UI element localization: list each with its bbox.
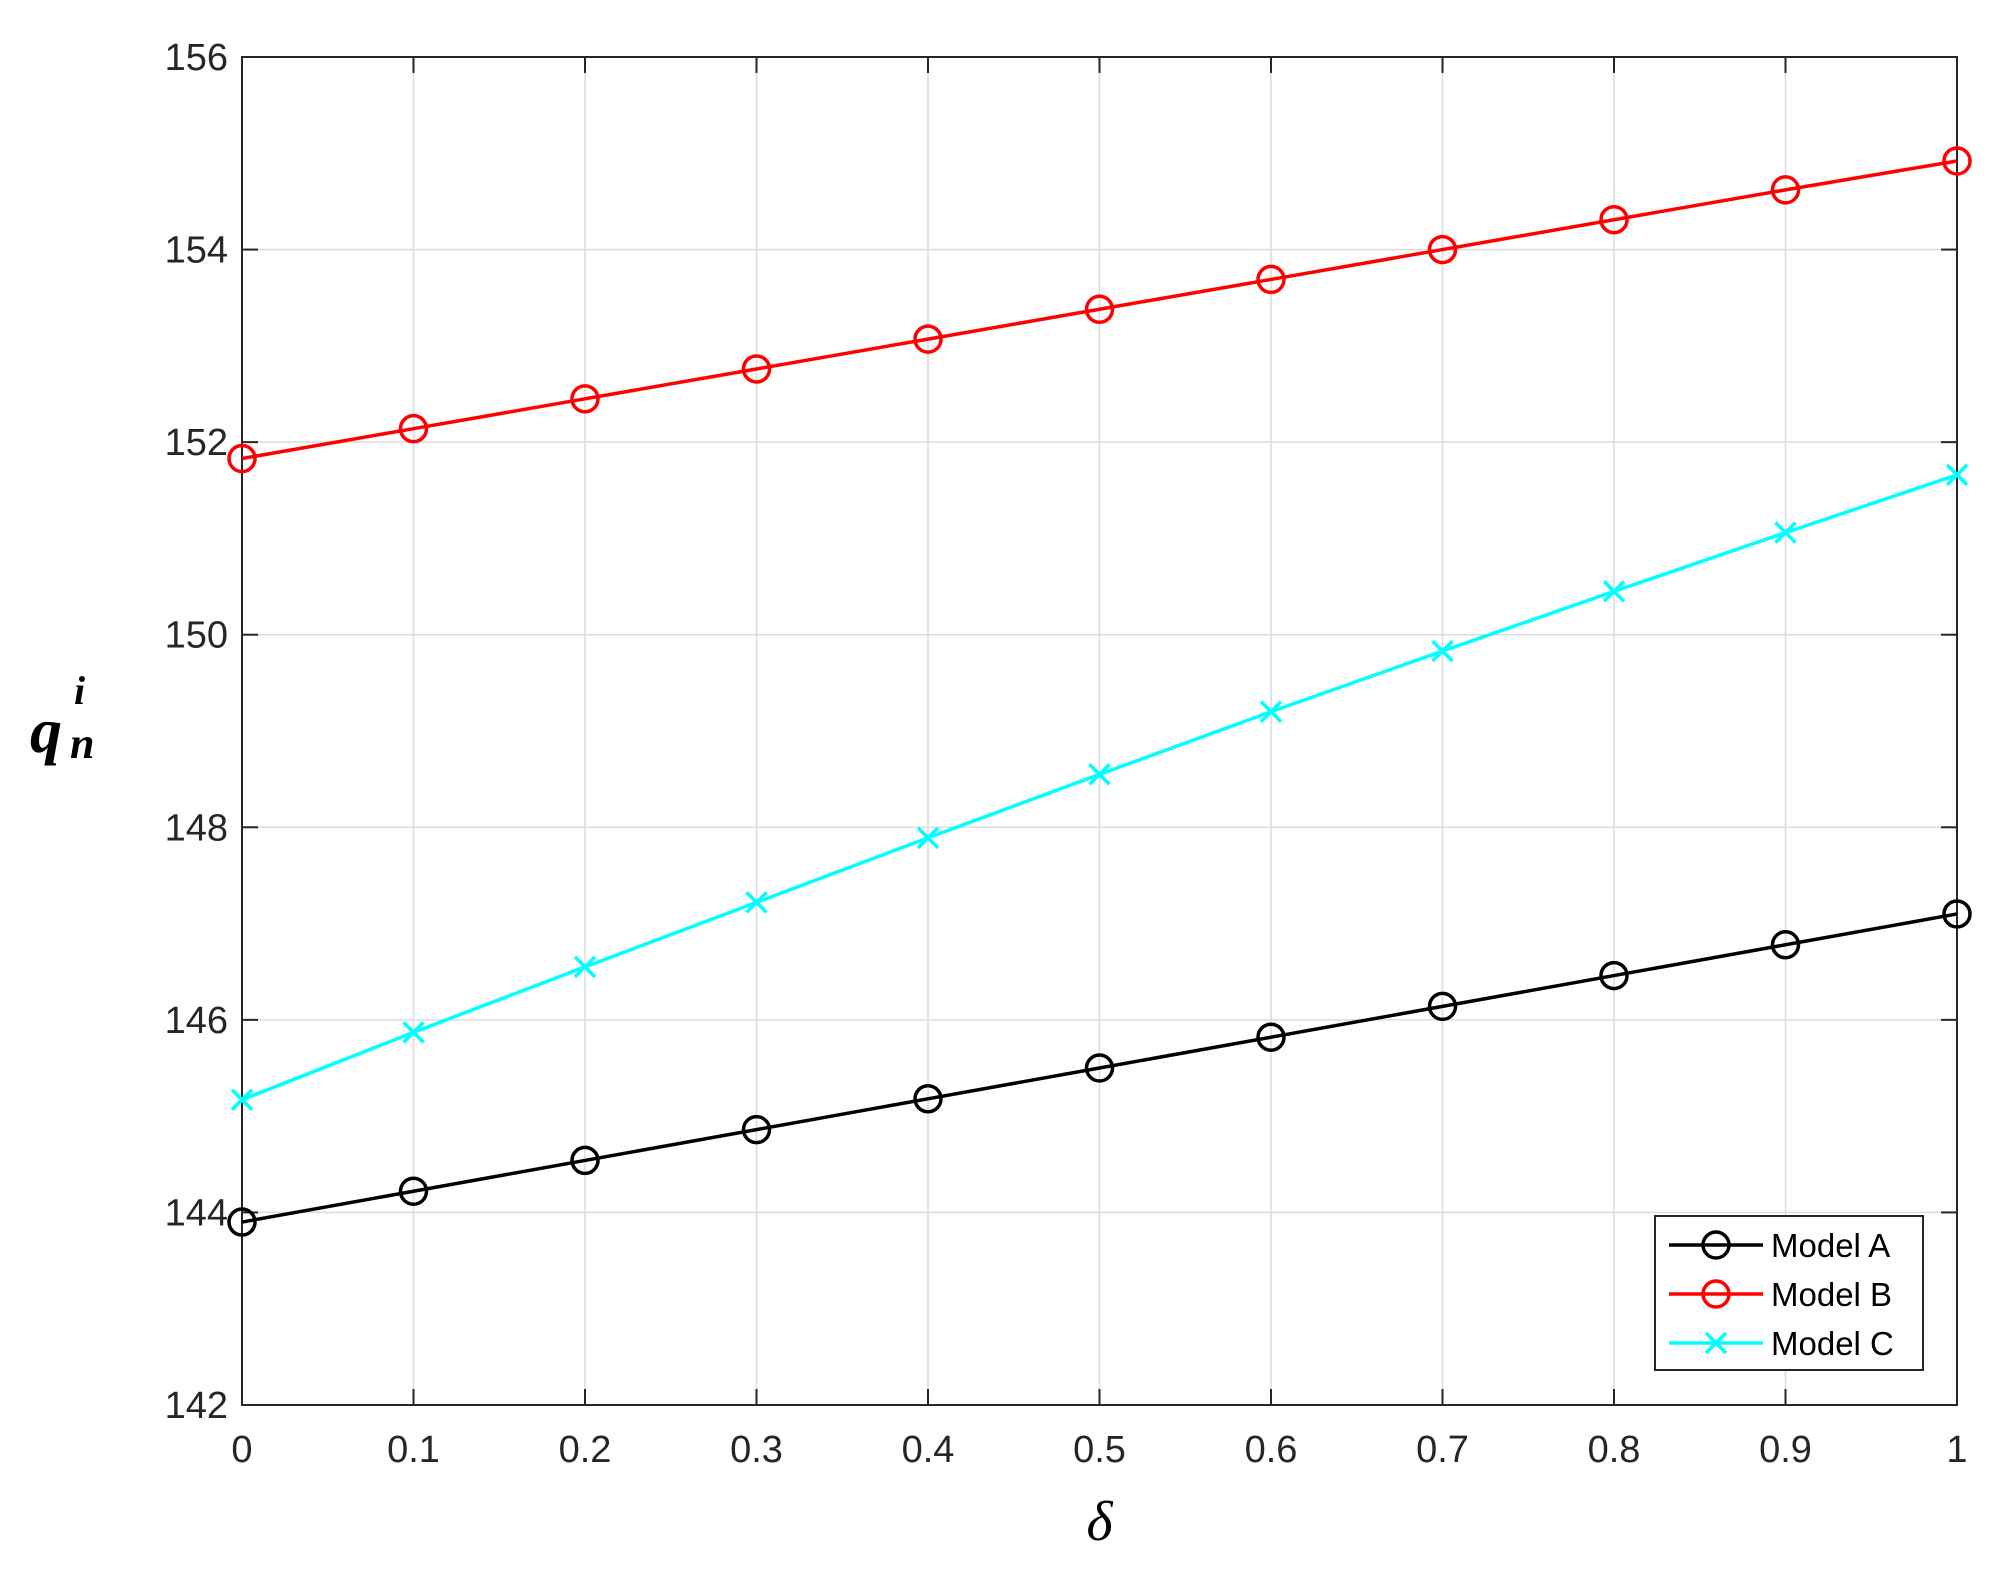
data-point-model-c <box>916 826 940 850</box>
legend-item-model-c: Model C <box>1669 1325 1894 1362</box>
data-point-model-a <box>1599 960 1629 991</box>
legend-label: Model B <box>1771 1276 1892 1313</box>
series-line-model-b <box>241 159 1958 461</box>
data-point-model-c <box>1602 580 1626 603</box>
data-point-model-c-stroke <box>402 1021 425 1044</box>
legend-item-model-b: Model B <box>1669 1276 1892 1313</box>
legend-swatch-marker <box>1704 1331 1728 1355</box>
x-tick-labels: 0 0.1 0.2 0.3 0.4 0.5 0.6 0.7 0.8 0.9 1 <box>231 1429 1967 1471</box>
legend-label: Model A <box>1771 1227 1890 1264</box>
legend-label: Model C <box>1771 1325 1894 1362</box>
data-point-model-c-stroke <box>1088 763 1111 786</box>
legend-item-model-a: Model A <box>1669 1227 1890 1264</box>
data-point-model-c <box>573 955 597 979</box>
data-point-model-c <box>1774 521 1797 544</box>
data-point-model-c-stroke <box>1945 463 1969 487</box>
x-tick-label: 0.2 <box>559 1429 612 1471</box>
data-point-model-b <box>398 413 429 444</box>
y-tick-label: 154 <box>165 230 228 272</box>
data-point-model-a <box>1942 899 1972 929</box>
data-point-model-c <box>1945 463 1969 487</box>
series-line-model-a <box>241 912 1958 1224</box>
x-tick-label: 0.7 <box>1416 1429 1469 1471</box>
data-point-model-b <box>1942 146 1972 176</box>
data-point-model-a <box>741 1114 772 1145</box>
data-point-model-c-stroke <box>916 826 940 850</box>
data-point-model-c-stroke <box>745 891 768 914</box>
legend-swatch-marker-stroke <box>1704 1331 1728 1355</box>
y-axis-label-superscript: i <box>74 668 85 713</box>
data-point-model-b <box>1084 294 1115 325</box>
data-point-model-a <box>913 1084 943 1114</box>
x-tick-label: 1 <box>1946 1429 1967 1471</box>
y-tick-label: 142 <box>165 1385 228 1427</box>
x-tick-label: 0.4 <box>902 1429 955 1471</box>
data-point-model-c <box>402 1021 425 1044</box>
x-tick-label: 0.8 <box>1588 1429 1641 1471</box>
y-tick-label: 152 <box>165 422 228 464</box>
data-point-model-a <box>227 1207 257 1237</box>
legend-swatch-marker <box>1701 1279 1731 1309</box>
y-tick-label: 146 <box>165 1000 228 1042</box>
svg-text:q: q <box>30 695 62 766</box>
data-point-model-c <box>1431 639 1454 663</box>
y-tick-labels: 142 144 146 148 150 152 154 156 <box>165 37 228 1427</box>
x-tick-label: 0.1 <box>387 1429 440 1471</box>
data-point-model-c-stroke <box>573 955 597 979</box>
x-axis-label: δ <box>1086 1491 1113 1553</box>
x-tick-label: 0.6 <box>1245 1429 1298 1471</box>
x-tick-label: 0.5 <box>1073 1429 1126 1471</box>
legend: Model A Model B Model C <box>1654 1215 1924 1371</box>
data-point-model-b <box>1256 264 1286 295</box>
data-point-model-a <box>1256 1022 1286 1052</box>
data-point-model-a <box>398 1176 429 1206</box>
data-point-model-c <box>230 1088 254 1112</box>
series-model-c <box>230 463 1969 1112</box>
series-layer <box>227 146 1972 1237</box>
data-point-model-c-stroke <box>1259 700 1283 723</box>
grid-lines <box>241 56 1958 1406</box>
data-point-model-c <box>1088 763 1111 786</box>
data-point-model-b <box>570 384 600 414</box>
data-point-model-c-stroke <box>230 1088 254 1112</box>
y-tick-label: 156 <box>165 37 228 79</box>
data-point-model-a <box>1084 1053 1115 1083</box>
data-point-model-a <box>1427 991 1458 1022</box>
x-tick-label: 0 <box>231 1429 252 1471</box>
data-point-model-a <box>1770 930 1801 960</box>
data-point-model-b <box>227 443 257 474</box>
data-point-model-c-stroke <box>1431 639 1454 663</box>
data-point-model-b <box>1599 204 1629 235</box>
y-tick-label: 148 <box>165 807 228 849</box>
legend-swatch-marker <box>1701 1230 1731 1260</box>
data-point-model-b <box>1427 234 1458 265</box>
y-axis-label-subscript: n <box>70 719 94 768</box>
x-tick-label: 0.9 <box>1759 1429 1812 1471</box>
data-point-model-b <box>913 324 943 354</box>
data-point-model-b <box>1770 175 1801 205</box>
data-point-model-c-stroke <box>1602 580 1626 603</box>
data-point-model-c-stroke <box>1774 521 1797 544</box>
series-model-a <box>227 899 1972 1237</box>
y-tick-label: 144 <box>165 1192 228 1234</box>
data-point-model-b <box>741 354 772 384</box>
x-tick-label: 0.3 <box>730 1429 783 1471</box>
series-model-b <box>227 146 1972 474</box>
data-point-model-c <box>1259 700 1283 723</box>
y-axis-label: q i n <box>30 668 94 768</box>
y-tick-label: 150 <box>165 615 228 657</box>
y-axis-label-base: q <box>30 695 62 766</box>
data-point-model-c <box>745 891 768 914</box>
data-point-model-a <box>570 1145 600 1176</box>
